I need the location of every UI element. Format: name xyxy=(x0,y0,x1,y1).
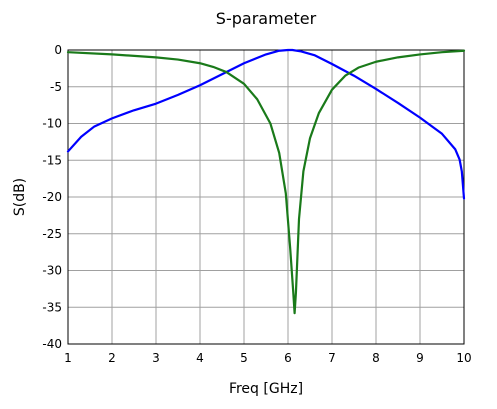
x-tick-label: 8 xyxy=(372,351,380,365)
x-tick-label: 5 xyxy=(240,351,248,365)
y-tick-label: -30 xyxy=(42,264,62,278)
x-tick-label: 6 xyxy=(284,351,292,365)
x-axis-label: Freq [GHz] xyxy=(229,381,303,397)
x-tick-label: 7 xyxy=(328,351,336,365)
y-tick-label: -10 xyxy=(42,117,62,131)
tick-labels: 1 2 3 4 5 6 7 8 9 10 0 -5 -10 -15 -20 -25 -30 -35 -40 xyxy=(42,43,471,365)
y-tick-label: -5 xyxy=(50,80,62,94)
series-line-2 xyxy=(68,51,464,313)
y-axis-label: S(dB) xyxy=(12,178,28,216)
series-lines xyxy=(68,50,464,313)
x-tick-label: 3 xyxy=(152,351,160,365)
grid-lines xyxy=(68,50,464,344)
x-tick-label: 9 xyxy=(416,351,424,365)
y-tick-label: -15 xyxy=(42,153,62,167)
y-tick-label: -35 xyxy=(42,300,62,314)
x-tick-label: 4 xyxy=(196,351,204,365)
x-tick-label: 2 xyxy=(108,351,116,365)
chart-title: S-parameter xyxy=(216,9,317,28)
y-tick-label: -40 xyxy=(42,337,62,351)
y-tick-label: -20 xyxy=(42,190,62,204)
y-tick-label: -25 xyxy=(42,227,62,241)
series-line-1 xyxy=(68,50,464,198)
x-tick-label: 1 xyxy=(64,351,72,365)
x-tick-label: 10 xyxy=(456,351,471,365)
y-tick-label: 0 xyxy=(54,43,62,57)
